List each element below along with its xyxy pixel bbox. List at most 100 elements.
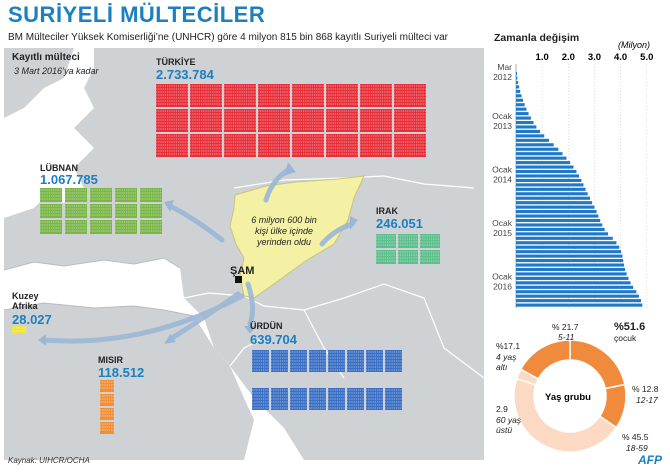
timeline-bar-40	[516, 250, 622, 254]
timeline-tick-label-3: 4.0	[614, 52, 627, 63]
symbol-block-0-4	[292, 84, 324, 107]
timeline-bar-44	[516, 267, 626, 272]
timeline-bar-11	[516, 120, 534, 125]
timeline-bar-52	[516, 303, 643, 307]
timeline-bars	[516, 72, 643, 307]
timeline-bar-15	[516, 138, 549, 142]
egypt-value: 118.512	[98, 365, 145, 380]
note-line3: yerinden oldu	[256, 237, 312, 247]
symbol-block-3-3	[309, 350, 326, 372]
arrow-to-lebanon	[167, 203, 225, 243]
symbol-block-3-6	[366, 350, 383, 372]
note-line1: 6 milyon 600 bin	[251, 215, 317, 225]
slice-60plus-percent: 2.9	[496, 404, 508, 414]
egypt-label: MISIR	[98, 355, 124, 365]
timeline-bar-12	[516, 125, 537, 129]
symbol-block-0-5	[326, 84, 358, 107]
age-group-chart: Yaş grubu % 21.7 5-11 %51.6 çocuk %17.1 …	[496, 321, 659, 453]
symbol-block-3-12	[328, 388, 345, 410]
symbol-block-3-7	[385, 350, 402, 372]
timeline-period-label-1-a: Ocak	[492, 111, 513, 121]
timeline-period-label-1-b: 2013	[493, 121, 512, 131]
timeline-bar-45	[516, 272, 627, 276]
symbol-block-1-14	[140, 220, 162, 234]
refugee-symbol-grids	[12, 84, 440, 434]
timeline-bar-35	[516, 227, 605, 231]
age-slice-4	[519, 339, 571, 380]
symbol-block-3-1	[271, 350, 288, 372]
lebanon-value: 1.067.785	[40, 172, 98, 187]
timeline-bar-18	[516, 152, 563, 156]
slice-60plus-age-line1: 60 yaş	[496, 415, 522, 425]
timeline-bar-3	[516, 85, 520, 89]
timeline-bar-27	[516, 192, 588, 196]
arrow-to-north-africa	[41, 293, 245, 344]
timeline-bar-49	[516, 290, 637, 294]
timeline-bar-33	[516, 218, 601, 223]
damascus-marker	[235, 276, 242, 283]
symbol-block-0-7	[394, 84, 426, 107]
timeline-bar-10	[516, 116, 531, 120]
timeline-bar-14	[516, 134, 545, 138]
symbol-block-1-4	[140, 188, 162, 202]
symbol-block-1-7	[90, 204, 112, 218]
timeline-bar-43	[516, 263, 625, 267]
symbol-block-3-9	[271, 388, 288, 410]
timeline-bar-9	[516, 112, 529, 116]
symbol-block-0-19	[258, 134, 290, 157]
subtitle: BM Mülteciler Yüksek Komiserliği’ne (UNH…	[8, 32, 448, 43]
timeline-bar-24	[516, 178, 582, 182]
slice-12-17-percent: % 12.8	[632, 384, 659, 394]
timeline-period-label-3-b: 2015	[493, 228, 512, 238]
timeline-bar-32	[516, 214, 599, 218]
timeline-bar-28	[516, 196, 591, 200]
symbol-block-3-5	[347, 350, 364, 372]
timeline-bar-51	[516, 299, 642, 303]
note-line2: kişi ülke içinde	[254, 226, 314, 236]
timeline-bar-36	[516, 232, 609, 236]
timeline-bar-39	[516, 245, 620, 249]
symbol-block-3-11	[309, 388, 326, 410]
timeline-period-label-2-a: Ocak	[492, 164, 513, 174]
timeline-period-label-0-b: 2012	[493, 72, 512, 82]
symbol-block-4-2	[100, 408, 114, 420]
afp-logo: AFP	[638, 453, 663, 466]
legend-date: 3 Mart 2016’ya kadar	[14, 66, 99, 76]
symbol-block-1-10	[40, 220, 62, 234]
symbol-block-0-17	[190, 134, 222, 157]
symbol-block-4-0	[100, 380, 114, 392]
timeline-bar-46	[516, 276, 629, 280]
timeline-bar-22	[516, 169, 577, 174]
timeline-bar-37	[516, 236, 613, 240]
timeline-bar-5	[516, 94, 522, 98]
symbol-block-1-11	[65, 220, 87, 234]
symbol-block-0-1	[190, 84, 222, 107]
egypt-symbol-grid	[100, 380, 114, 434]
timeline-bar-19	[516, 156, 567, 160]
symbol-block-0-15	[394, 109, 426, 132]
timeline-unit: (Milyon)	[618, 40, 650, 50]
afp-logo-text: AFP	[638, 453, 663, 466]
north-africa-label-line1: Kuzey	[12, 291, 39, 301]
age-chart-title: Yaş grubu	[545, 392, 591, 403]
symbol-block-1-3	[115, 188, 137, 202]
symbol-block-0-12	[292, 109, 324, 132]
slice-18-59-percent: % 45.5	[622, 432, 649, 442]
symbol-block-0-21	[326, 134, 358, 157]
symbol-block-0-18	[224, 134, 256, 157]
timeline-bar-6	[516, 98, 524, 102]
symbol-block-1-0	[40, 188, 62, 202]
timeline-bar-2	[516, 80, 519, 85]
arrow-to-jordan	[245, 281, 256, 327]
timeline-period-label-4-b: 2016	[493, 281, 512, 291]
symbol-block-0-16	[156, 134, 188, 157]
symbol-block-1-5	[40, 204, 62, 218]
symbol-block-1-9	[140, 204, 162, 218]
symbol-block-0-0	[156, 84, 188, 107]
symbol-block-0-3	[258, 84, 290, 107]
turkey-label: TÜRKİYE	[156, 57, 196, 67]
timeline-bar-13	[516, 129, 541, 134]
symbol-block-3-8	[252, 388, 269, 410]
north-africa-value: 28.027	[12, 312, 52, 327]
